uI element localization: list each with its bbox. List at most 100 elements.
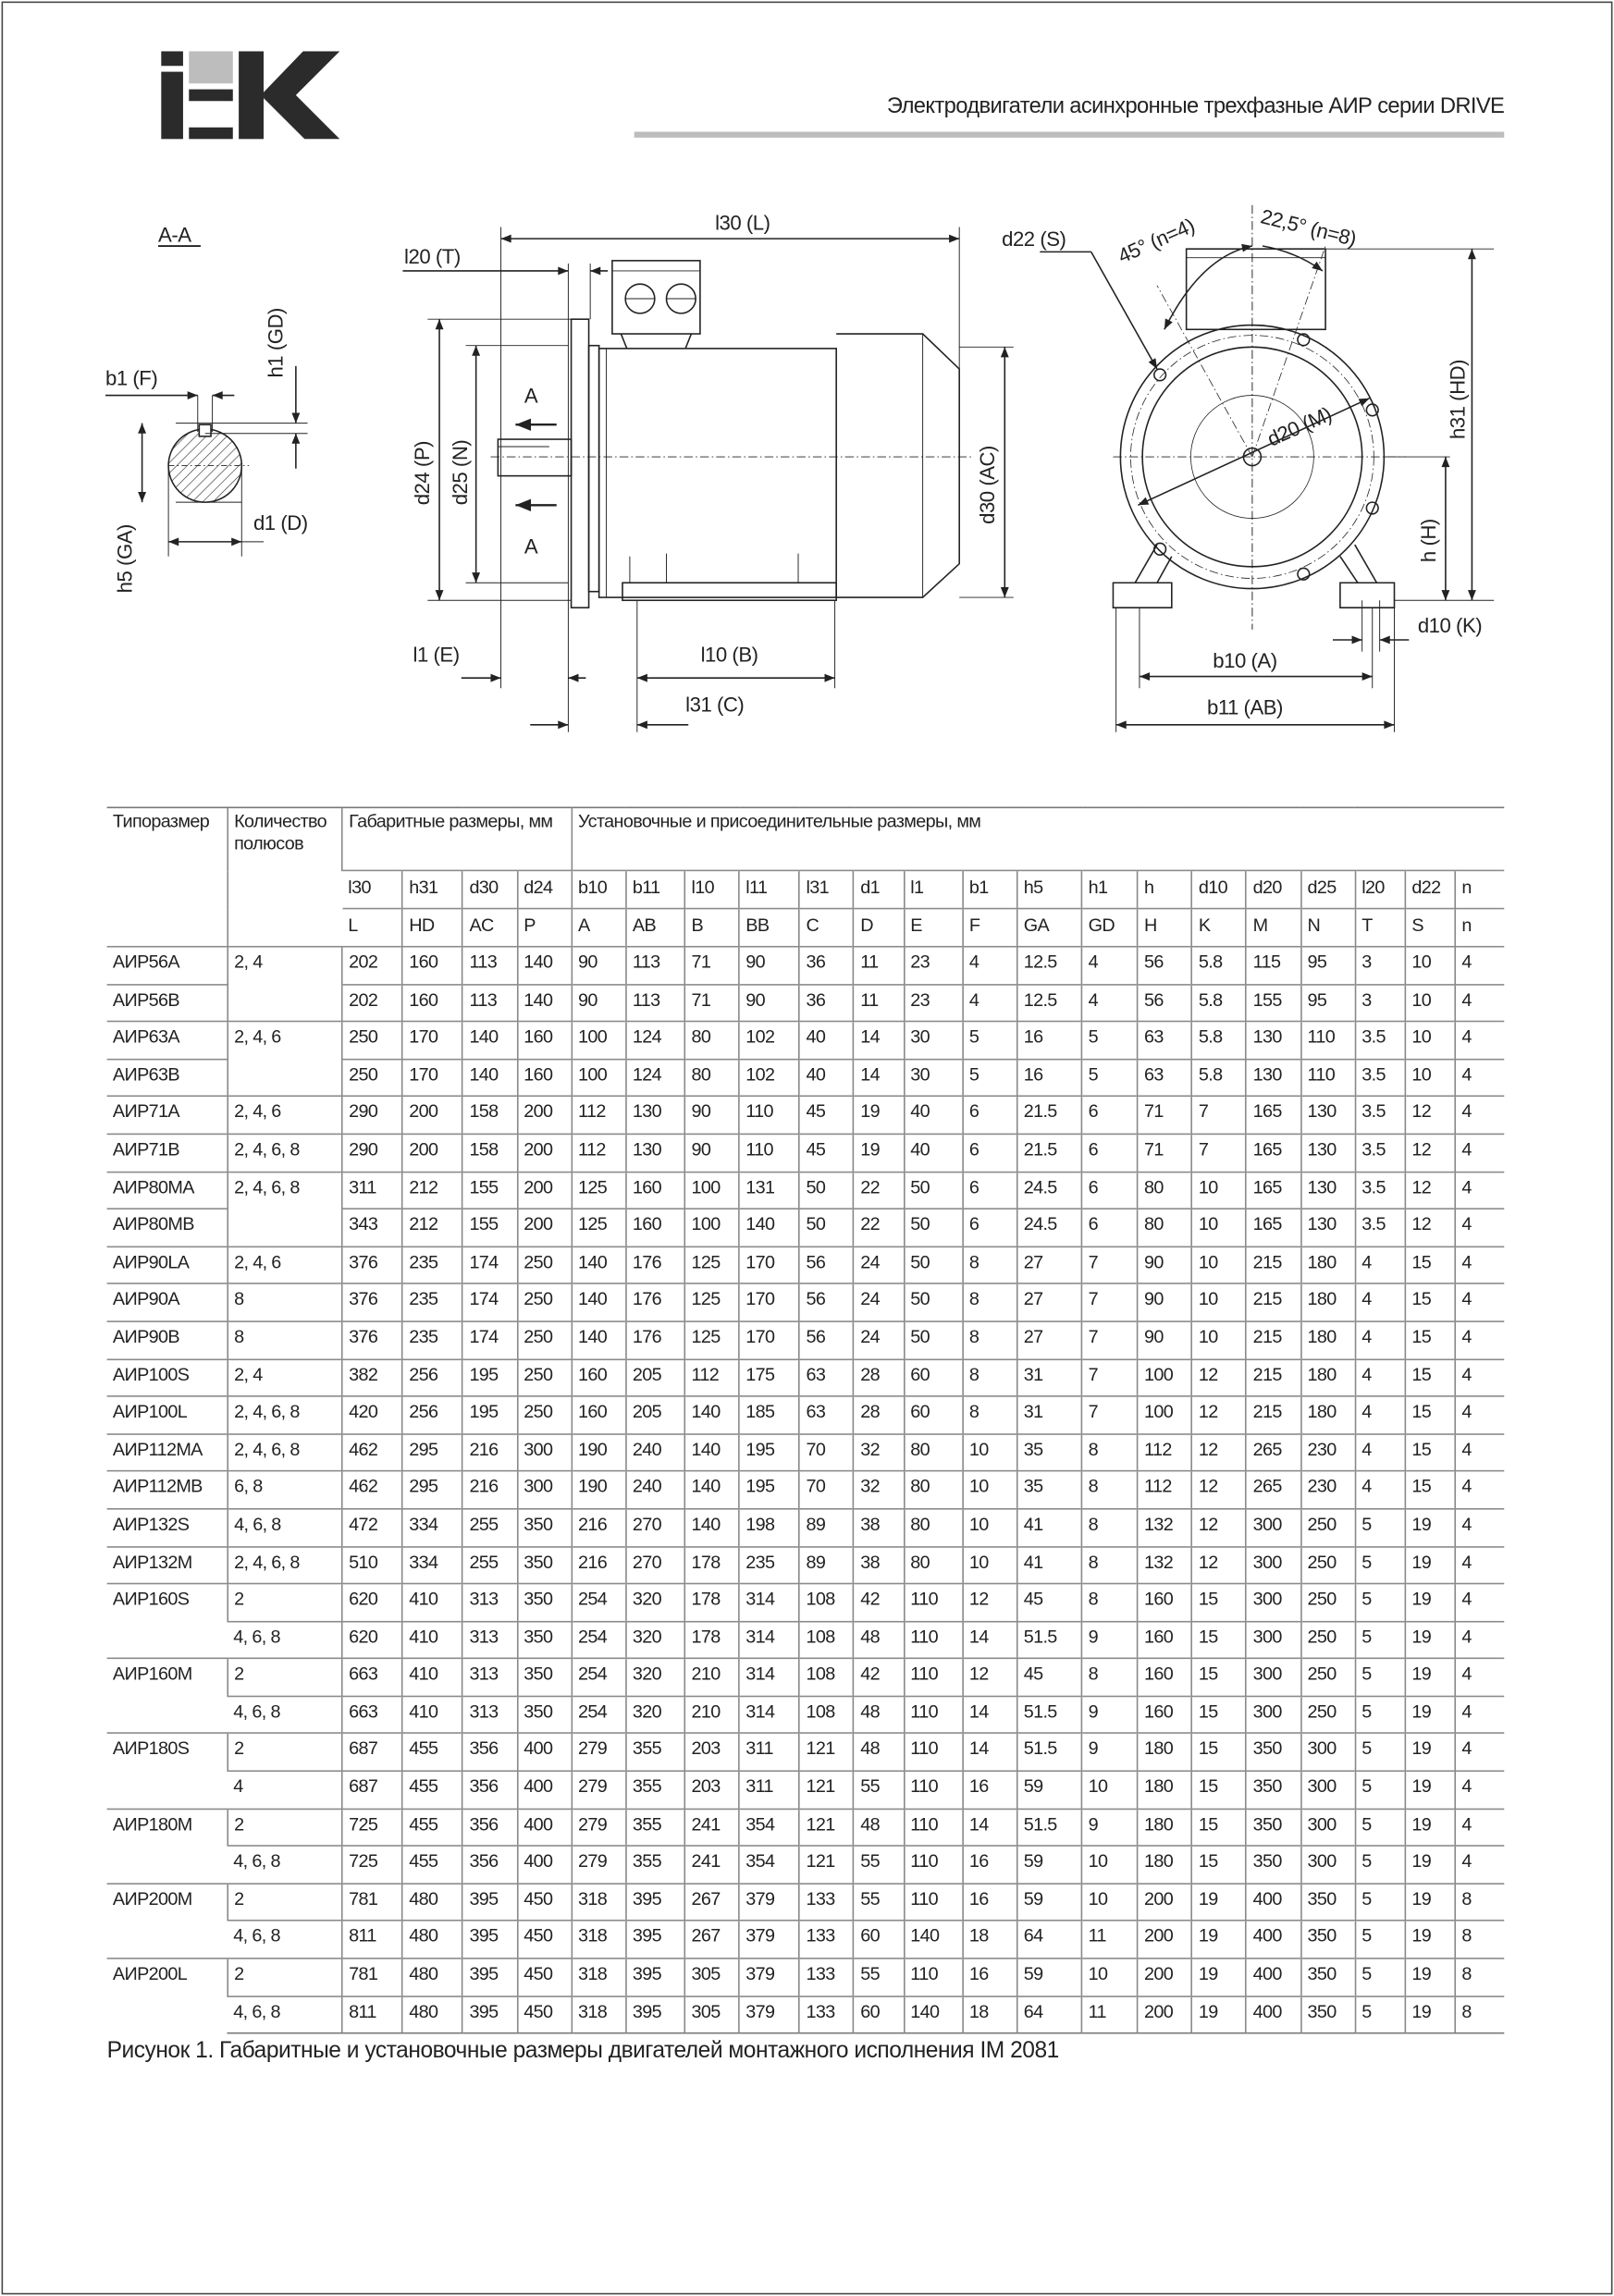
cell-b1: 14 — [961, 1733, 1017, 1772]
cell-l31: 121 — [798, 1733, 855, 1772]
header-type: Типоразмер — [106, 806, 228, 947]
cell-d25: 180 — [1300, 1357, 1356, 1397]
cell-h1: 9 — [1080, 1620, 1138, 1659]
cell-l1: 50 — [903, 1246, 963, 1284]
cell-h5: 51.5 — [1016, 1808, 1082, 1847]
cell-poles: 2, 4, 6, 8 — [227, 1171, 342, 1246]
cell-h1: 10 — [1080, 1845, 1138, 1884]
cell-n: 8 — [1454, 1995, 1505, 2034]
cell-l1: 80 — [903, 1432, 963, 1472]
cell-l20: 5 — [1354, 1545, 1406, 1584]
cell-b10: 140 — [571, 1246, 626, 1284]
table-row: АИР71A 2, 4, 6 290 200 158 200 112 130 90 110 45 19… — [106, 1096, 1505, 1135]
cell-l30: 620 — [341, 1620, 403, 1659]
cell-h1: 8 — [1080, 1432, 1138, 1472]
cell-d30: 255 — [462, 1507, 518, 1547]
cell-l30: 725 — [341, 1845, 403, 1884]
cell-d22: 19 — [1404, 1883, 1456, 1922]
cell-l11: 314 — [738, 1695, 800, 1734]
cell-d30: 395 — [462, 1920, 518, 1958]
cell-d10: 15 — [1190, 1770, 1247, 1809]
cell-type: АИР80MB — [106, 1208, 228, 1246]
cell-d20: 300 — [1245, 1620, 1301, 1659]
header-letter-D: D — [853, 907, 905, 947]
cell-poles: 4, 6, 8 — [227, 1920, 342, 1958]
cell-b1: 8 — [961, 1357, 1017, 1397]
header-code-l20: l20 — [1354, 869, 1406, 909]
cell-h: 180 — [1137, 1770, 1192, 1809]
cell-d20: 350 — [1245, 1845, 1301, 1884]
motor-front-view — [1040, 204, 1495, 732]
cell-d10: 15 — [1190, 1620, 1247, 1659]
cell-d24: 300 — [516, 1470, 572, 1509]
cell-l20: 4 — [1354, 1246, 1406, 1284]
header-letter-B: B — [684, 907, 740, 947]
cell-h1: 7 — [1080, 1283, 1138, 1322]
cell-d24: 450 — [516, 1883, 572, 1922]
cell-h1: 11 — [1080, 1995, 1138, 2034]
cell-d10: 19 — [1190, 1958, 1247, 1996]
cell-d20: 130 — [1245, 1021, 1301, 1060]
header-letter-H: H — [1137, 907, 1192, 947]
cell-l31: 63 — [798, 1357, 855, 1397]
cell-l20: 4 — [1354, 1320, 1406, 1359]
cell-l11: 379 — [738, 1920, 800, 1958]
cell-d24: 400 — [516, 1845, 572, 1884]
cell-d1: 24 — [853, 1320, 905, 1359]
cell-d24: 160 — [516, 1021, 572, 1060]
cell-d10: 10 — [1190, 1283, 1247, 1322]
cell-b1: 8 — [961, 1246, 1017, 1284]
cell-d20: 265 — [1245, 1432, 1301, 1472]
cell-n: 4 — [1454, 1432, 1505, 1472]
label-h31: h31 (HD) — [1447, 360, 1470, 439]
header-letter-L: L — [341, 907, 403, 947]
cell-h1: 10 — [1080, 1958, 1138, 1996]
cell-poles: 6, 8 — [227, 1470, 342, 1509]
cell-h1: 8 — [1080, 1507, 1138, 1547]
cell-b1: 14 — [961, 1620, 1017, 1659]
cell-d10: 12 — [1190, 1545, 1247, 1584]
cell-type: АИР63A — [106, 1021, 228, 1060]
cell-b11: 113 — [624, 983, 685, 1022]
cell-b11: 320 — [624, 1582, 685, 1622]
cell-l31: 133 — [798, 1958, 855, 1996]
cell-n: 4 — [1454, 1021, 1505, 1060]
cell-b11: 176 — [624, 1283, 685, 1322]
cell-d25: 300 — [1300, 1733, 1356, 1772]
cell-l20: 3 — [1354, 945, 1406, 985]
cell-d20: 400 — [1245, 1883, 1301, 1922]
cell-b10: 140 — [571, 1283, 626, 1322]
cell-d30: 174 — [462, 1320, 518, 1359]
cell-d20: 300 — [1245, 1657, 1301, 1697]
cell-d1: 38 — [853, 1545, 905, 1584]
cell-h: 56 — [1137, 983, 1192, 1022]
header-letter-S: S — [1404, 907, 1456, 947]
cell-d24: 350 — [516, 1620, 572, 1659]
cell-d20: 165 — [1245, 1208, 1301, 1246]
cell-b1: 16 — [961, 1958, 1017, 1996]
header-overall-dimensions: Габаритные размеры, мм — [341, 806, 572, 871]
cell-type: АИР200M — [106, 1883, 228, 1958]
cell-d24: 350 — [516, 1507, 572, 1547]
cell-b10: 254 — [571, 1582, 626, 1622]
cell-h1: 10 — [1080, 1883, 1138, 1922]
cell-n: 4 — [1454, 1357, 1505, 1397]
cell-d22: 19 — [1404, 1733, 1456, 1772]
cell-h: 63 — [1137, 1021, 1192, 1060]
cell-b10: 190 — [571, 1470, 626, 1509]
cell-d20: 215 — [1245, 1357, 1301, 1397]
cell-b10: 90 — [571, 945, 626, 985]
cell-l20: 4 — [1354, 1283, 1406, 1322]
cell-d22: 19 — [1404, 1995, 1456, 2034]
cell-d1: 22 — [853, 1208, 905, 1246]
cell-d10: 15 — [1190, 1657, 1247, 1697]
cell-l20: 5 — [1354, 1995, 1406, 2034]
header-code-l30: l30 — [341, 869, 403, 909]
cell-d20: 350 — [1245, 1770, 1301, 1809]
cell-d30: 158 — [462, 1096, 518, 1135]
cell-h5: 59 — [1016, 1883, 1082, 1922]
cell-d30: 313 — [462, 1657, 518, 1697]
cell-h31: 295 — [401, 1432, 463, 1472]
cell-l10: 203 — [684, 1733, 740, 1772]
